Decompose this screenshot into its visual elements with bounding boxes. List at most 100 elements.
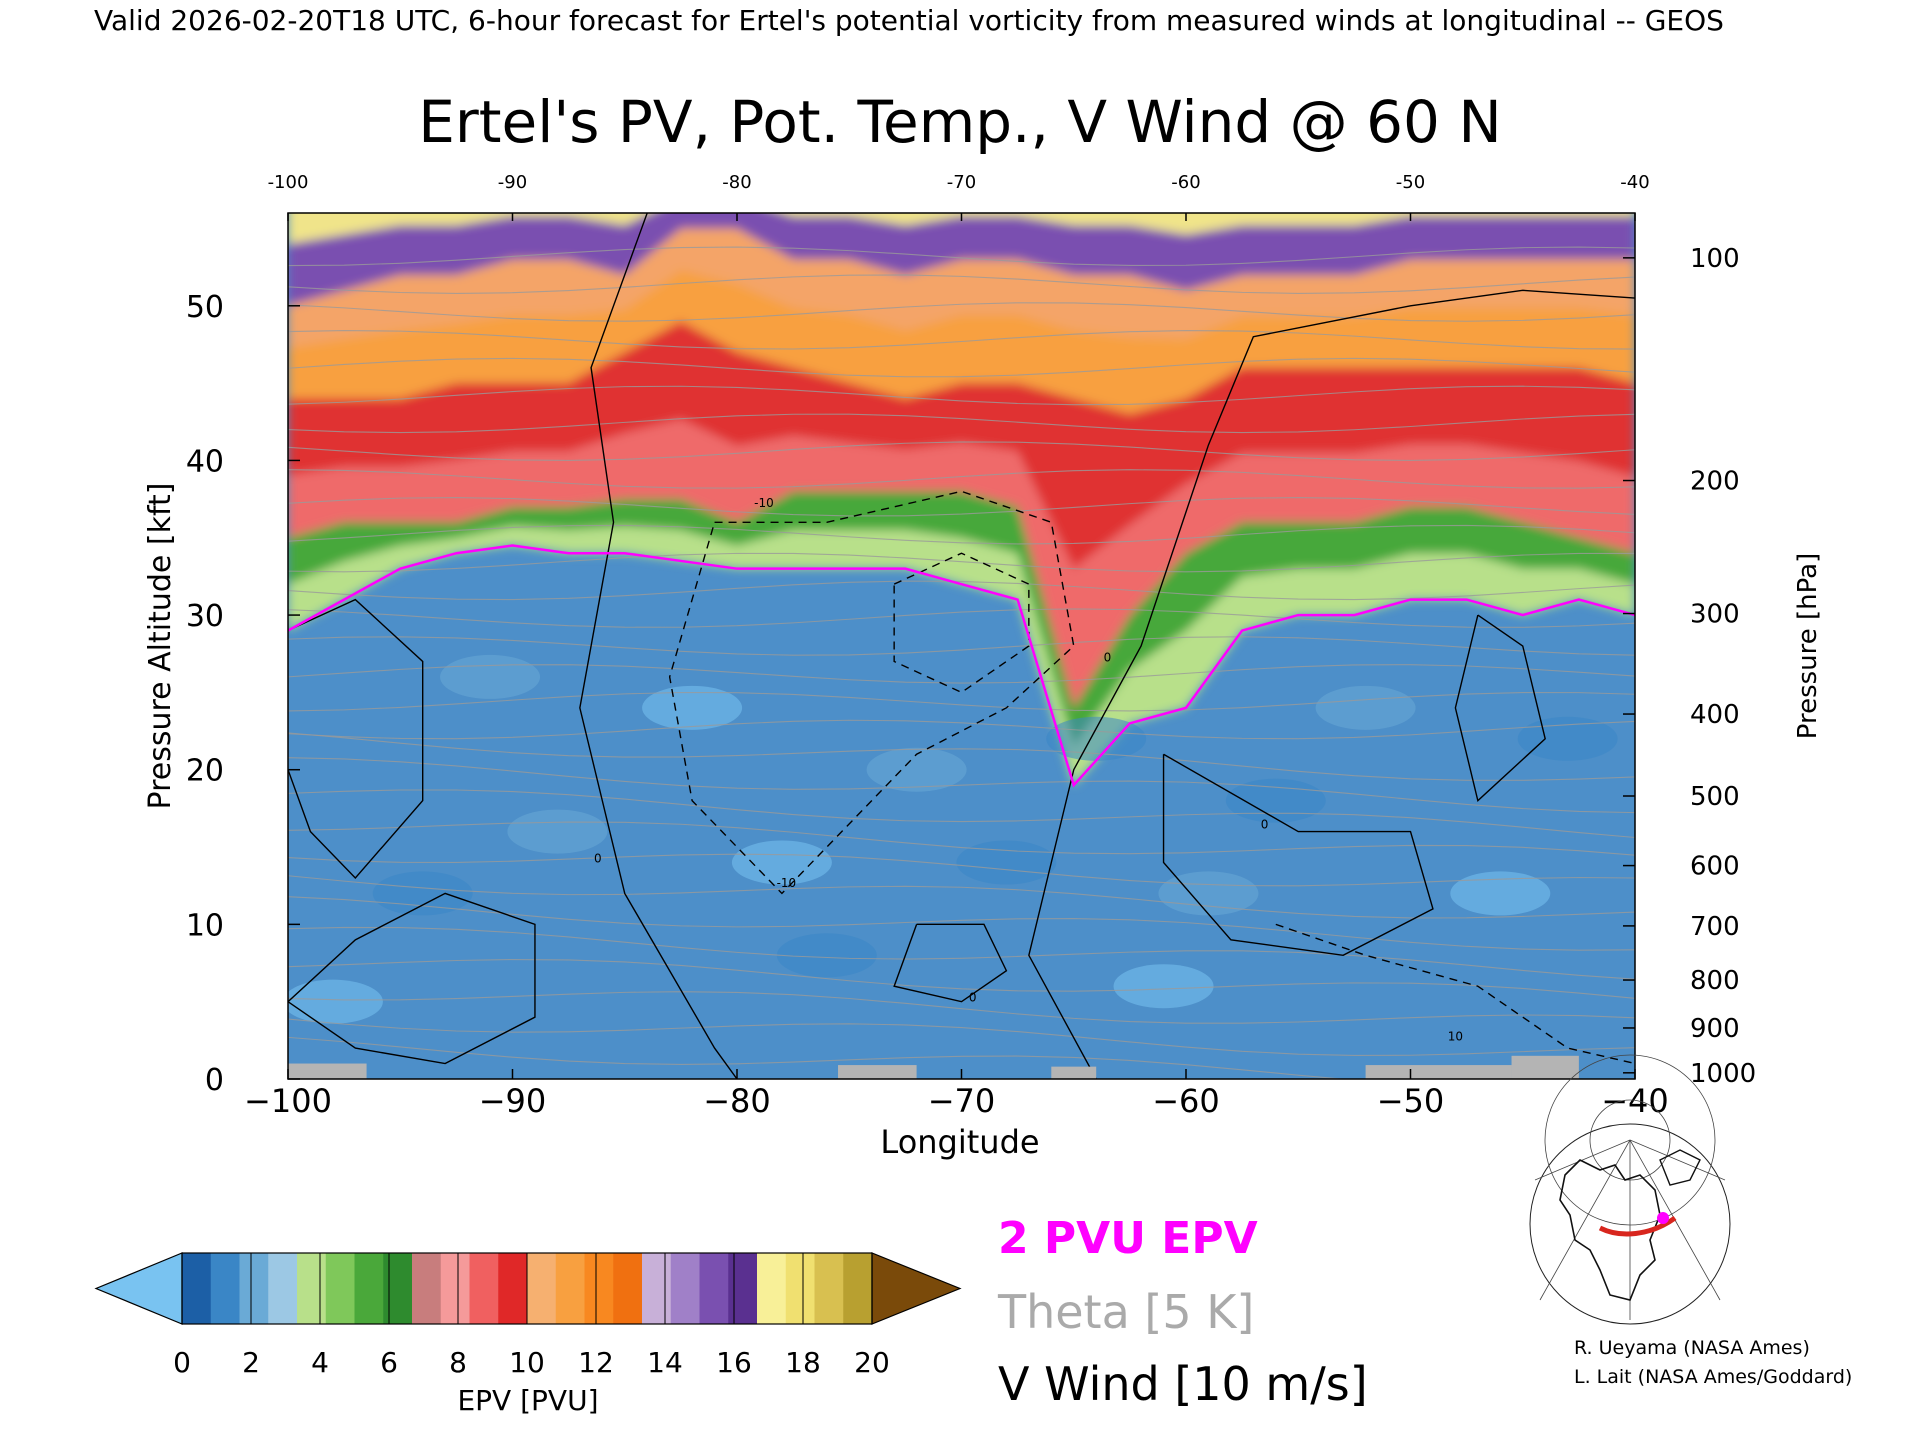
wind-zero-mid	[1028, 289, 1635, 1079]
ground-patch-0	[288, 1063, 367, 1079]
epv-blob-0	[288, 979, 383, 1024]
theta-line-15	[288, 636, 1635, 656]
theta-line-13	[288, 691, 1635, 712]
epv-blob-14	[1046, 716, 1147, 761]
cross-section-track	[1598, 1215, 1677, 1237]
colorbar-swatch-19	[728, 1253, 758, 1324]
ground-patch-4	[1511, 1055, 1579, 1079]
colorbar-swatch-0	[182, 1253, 212, 1324]
colorbar: 0 2 4 6 8 10 12 14 16 18 20	[94, 1252, 962, 1379]
wind-zero-lower-right	[1162, 753, 1434, 957]
colorbar-swatch-14	[584, 1253, 614, 1324]
theta-line-18	[288, 552, 1635, 573]
theta-line-1	[288, 1018, 1635, 1057]
theta-line-3	[288, 958, 1635, 999]
top-tick-label: -50	[1396, 172, 1425, 193]
pressure-tick-label: 100	[1690, 244, 1740, 274]
colorbar-swatch-20	[757, 1253, 787, 1324]
y-axis-left-label: Pressure Altitude [kft]	[143, 483, 178, 810]
theta-line-22	[288, 441, 1635, 461]
wind-label-4: 0	[1261, 817, 1269, 831]
ground-mask	[288, 1055, 1579, 1079]
epv-blob-6	[956, 840, 1057, 885]
theta-line-14	[288, 664, 1635, 684]
colorbar-swatch-17	[670, 1253, 701, 1324]
colorbar-tick-label: 16	[716, 1346, 752, 1379]
y-axis-right-label: Pressure [hPa]	[1793, 553, 1823, 740]
location-map	[1529, 1054, 1731, 1325]
wind-label-5: 0	[969, 991, 977, 1005]
forecast-point-marker	[1657, 1212, 1669, 1224]
x-tick-label: −60	[1152, 1082, 1220, 1120]
v-wind-contours: 0 -10 -10 0 0 0 10	[288, 213, 1635, 1079]
wind-neg10	[668, 490, 1075, 895]
colorbar-tick-label: 10	[509, 1346, 545, 1379]
credit-line-1: R. Ueyama (NASA Ames)	[1574, 1337, 1810, 1359]
colorbar-swatch-3	[268, 1253, 298, 1324]
ground-patch-1	[838, 1065, 917, 1079]
x-tick-label: −100	[244, 1082, 332, 1120]
colorbar-swatch-13	[555, 1253, 586, 1324]
theta-line-4	[288, 926, 1635, 980]
theta-line-0	[288, 1036, 1348, 1079]
pressure-tick-label: 400	[1690, 700, 1740, 730]
y-tick-label: 20	[186, 754, 224, 789]
theta-line-21	[288, 469, 1635, 489]
colorbar-swatch-4	[297, 1253, 327, 1324]
pvu2-contour	[288, 544, 1635, 788]
colorbar-tick-label: 4	[311, 1346, 329, 1379]
pressure-tick-label: 900	[1690, 1014, 1740, 1044]
y-tick-label: 30	[186, 599, 224, 634]
colorbar-tick-label: 20	[854, 1346, 890, 1379]
epv-blob-9	[1315, 685, 1416, 730]
colorbar-swatch-15	[613, 1253, 643, 1324]
theta-line-29	[288, 246, 1635, 267]
epv-blob-1	[372, 871, 473, 916]
legend-vwind: V Wind [10 m/s]	[998, 1357, 1368, 1411]
top-tick-label: -90	[498, 172, 527, 193]
y-tick-label: 40	[186, 444, 224, 479]
colorbar-tick-label: 18	[785, 1346, 821, 1379]
theta-line-26	[288, 329, 1635, 350]
theta-line-27	[288, 302, 1635, 322]
epv-bands	[288, 213, 1635, 786]
wind-zero-west	[579, 213, 738, 1079]
plot-area: 0 -10 -10 0 0 0 10	[288, 213, 1635, 1079]
theta-contours	[288, 246, 1635, 1079]
colorbar-swatch-23	[843, 1253, 873, 1324]
theta-line-8	[288, 821, 1635, 856]
epv-blob-13	[731, 840, 832, 885]
wind-zero-west-lower	[288, 598, 424, 879]
theta-line-25	[288, 357, 1635, 378]
colorbar-under-arrow	[94, 1252, 183, 1325]
wind-zero-lower-mid	[893, 923, 1008, 1003]
y-axis-left: 0 10 20 30 40 50	[186, 290, 300, 1098]
legend-pvu: 2 PVU EPV	[998, 1213, 1258, 1264]
colorbar-tick-label: 8	[449, 1346, 467, 1379]
top-axis: -100 -90 -80 -70 -60 -50 -40	[268, 172, 1650, 221]
x-tick-label: −70	[928, 1082, 996, 1120]
colorbar-swatch-1	[210, 1253, 241, 1324]
band-9-12	[288, 321, 1635, 569]
colorbar-label: EPV [PVU]	[457, 1384, 598, 1417]
map-coastline	[1559, 1159, 1661, 1301]
epv-blob-4	[776, 933, 877, 978]
theta-line-16	[288, 608, 1635, 628]
colorbar-swatch-8	[412, 1253, 442, 1324]
theta-line-19	[288, 524, 1635, 545]
credit-line-2: L. Lait (NASA Ames/Goddard)	[1574, 1366, 1852, 1388]
band-16-18	[288, 213, 1635, 306]
y-tick-label: 0	[205, 1063, 224, 1098]
map-graticule	[1534, 1054, 1726, 1320]
x-tick-label: −50	[1377, 1082, 1445, 1120]
wind-10-right	[1275, 923, 1635, 1065]
wind-label-1: -10	[777, 876, 797, 890]
wind-zero-sw	[288, 892, 536, 1065]
theta-line-5	[288, 896, 1635, 951]
band-4-6	[288, 491, 1635, 747]
epv-blob-10	[1450, 871, 1551, 916]
epv-blob-3	[642, 685, 743, 730]
band-2-4	[288, 526, 1635, 786]
x-axis-label: Longitude	[880, 1123, 1039, 1161]
top-tick-label: -80	[722, 172, 751, 193]
